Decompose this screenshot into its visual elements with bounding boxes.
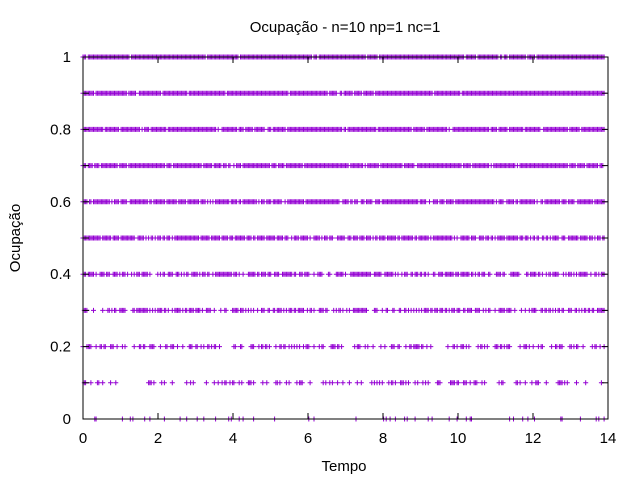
x-tick-label: 14 — [600, 430, 617, 447]
x-tick-label: 4 — [229, 430, 237, 447]
x-tick-label: 2 — [154, 430, 162, 447]
y-tick-label: 0.4 — [50, 266, 71, 283]
y-tick-label: 0 — [63, 411, 71, 428]
data-point-markers — [80, 235, 607, 241]
y-axis-label: Ocupação — [7, 204, 24, 272]
series-level-0.9 — [80, 90, 607, 96]
y-tick-label: 0.8 — [50, 121, 71, 138]
x-axis-label: Tempo — [321, 458, 366, 475]
y-tick-label: 0.2 — [50, 339, 71, 356]
data-point-markers — [80, 163, 606, 169]
axes: 0 2 4 6 8 10 12 14 0 0.2 0.4 0.6 0.8 1 — [50, 49, 616, 447]
data-point-markers — [80, 126, 607, 132]
data-point-markers — [81, 380, 604, 386]
data-point-markers — [80, 271, 607, 277]
series-level-0.4 — [80, 271, 607, 277]
y-tick-label: 1 — [63, 49, 71, 66]
data-point-markers — [80, 344, 607, 350]
series-level-0.6 — [80, 199, 607, 205]
chart-title: Ocupação - n=10 np=1 nc=1 — [250, 19, 441, 36]
series-level-0.7 — [80, 163, 606, 169]
series-level-0.2 — [80, 344, 607, 350]
data-point-markers — [80, 199, 607, 205]
x-tick-label: 0 — [79, 430, 87, 447]
data-point-markers — [81, 307, 607, 313]
series-level-0.5 — [80, 235, 607, 241]
y-tick-label: 0.6 — [50, 194, 71, 211]
data-point-markers — [80, 90, 607, 96]
series-level-0.3 — [81, 307, 607, 313]
x-tick-label: 12 — [525, 430, 542, 447]
x-tick-label: 8 — [379, 430, 387, 447]
series-level-0.1 — [81, 380, 604, 386]
data-marks — [80, 54, 607, 422]
x-tick-label: 6 — [304, 430, 312, 447]
series-level-0.8 — [80, 126, 607, 132]
x-tick-label: 10 — [450, 430, 467, 447]
